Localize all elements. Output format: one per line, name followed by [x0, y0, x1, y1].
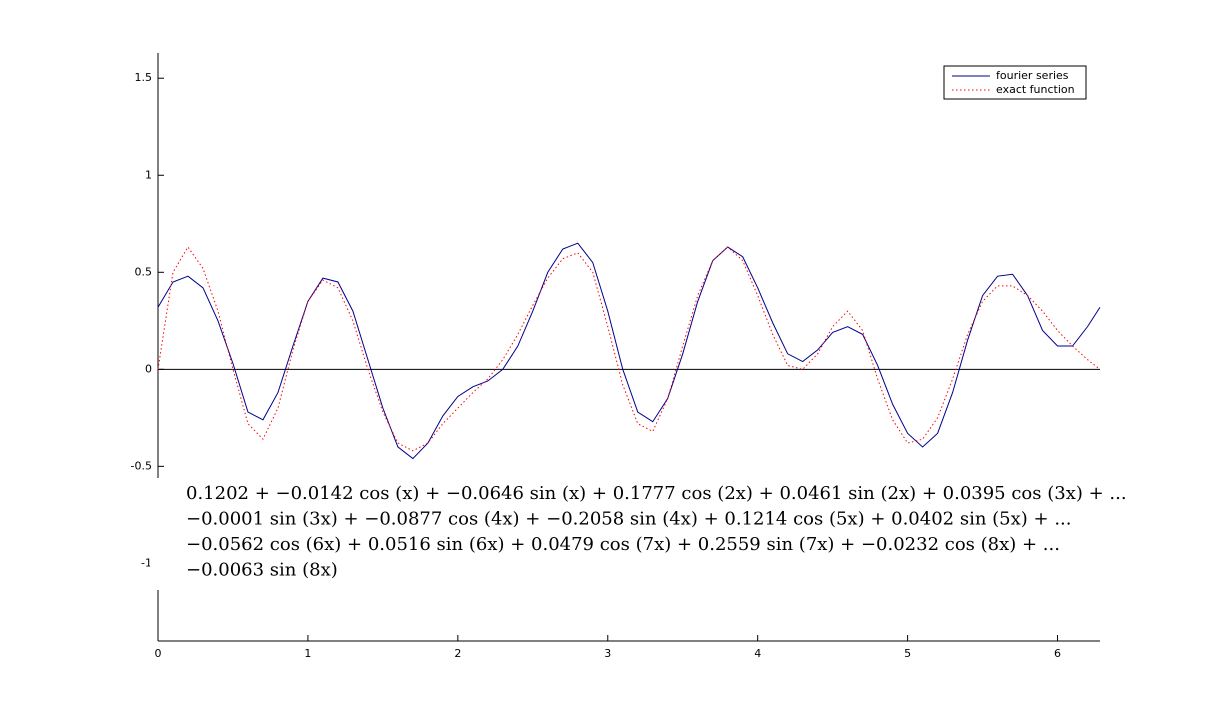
y-tick-label: -1: [141, 556, 152, 569]
series-line: [157, 242, 1101, 460]
y-tick-label: -0.5: [131, 459, 152, 472]
annotation-box: [150, 478, 1110, 590]
annotation-line: −0.0001 sin (3x) + −0.0877 cos (4x) + −0…: [186, 509, 1071, 530]
legend-label: fourier series: [996, 69, 1069, 82]
x-tick-label: 6: [1054, 647, 1061, 660]
x-tick-label: 1: [304, 647, 311, 660]
legend-label: exact function: [996, 83, 1075, 96]
x-tick-label: 4: [754, 647, 761, 660]
annotation-line: −0.0063 sin (8x): [186, 560, 338, 581]
x-tick-label: 2: [454, 647, 461, 660]
x-tick-label: 3: [604, 647, 611, 660]
legend-box: [943, 65, 1087, 100]
x-tick-label: 5: [904, 647, 911, 660]
y-tick-label: 1.5: [135, 71, 153, 84]
x-tick-label: 0: [155, 647, 162, 660]
y-tick-label: 0: [145, 362, 152, 375]
series-line: [157, 246, 1101, 452]
y-tick-label: 1: [145, 168, 152, 181]
y-tick-label: 0.5: [135, 265, 153, 278]
annotation-line: −0.0562 cos (6x) + 0.0516 sin (6x) + 0.0…: [186, 534, 1060, 555]
annotation-line: 0.1202 + −0.0142 cos (x) + −0.0646 sin (…: [186, 483, 1127, 504]
